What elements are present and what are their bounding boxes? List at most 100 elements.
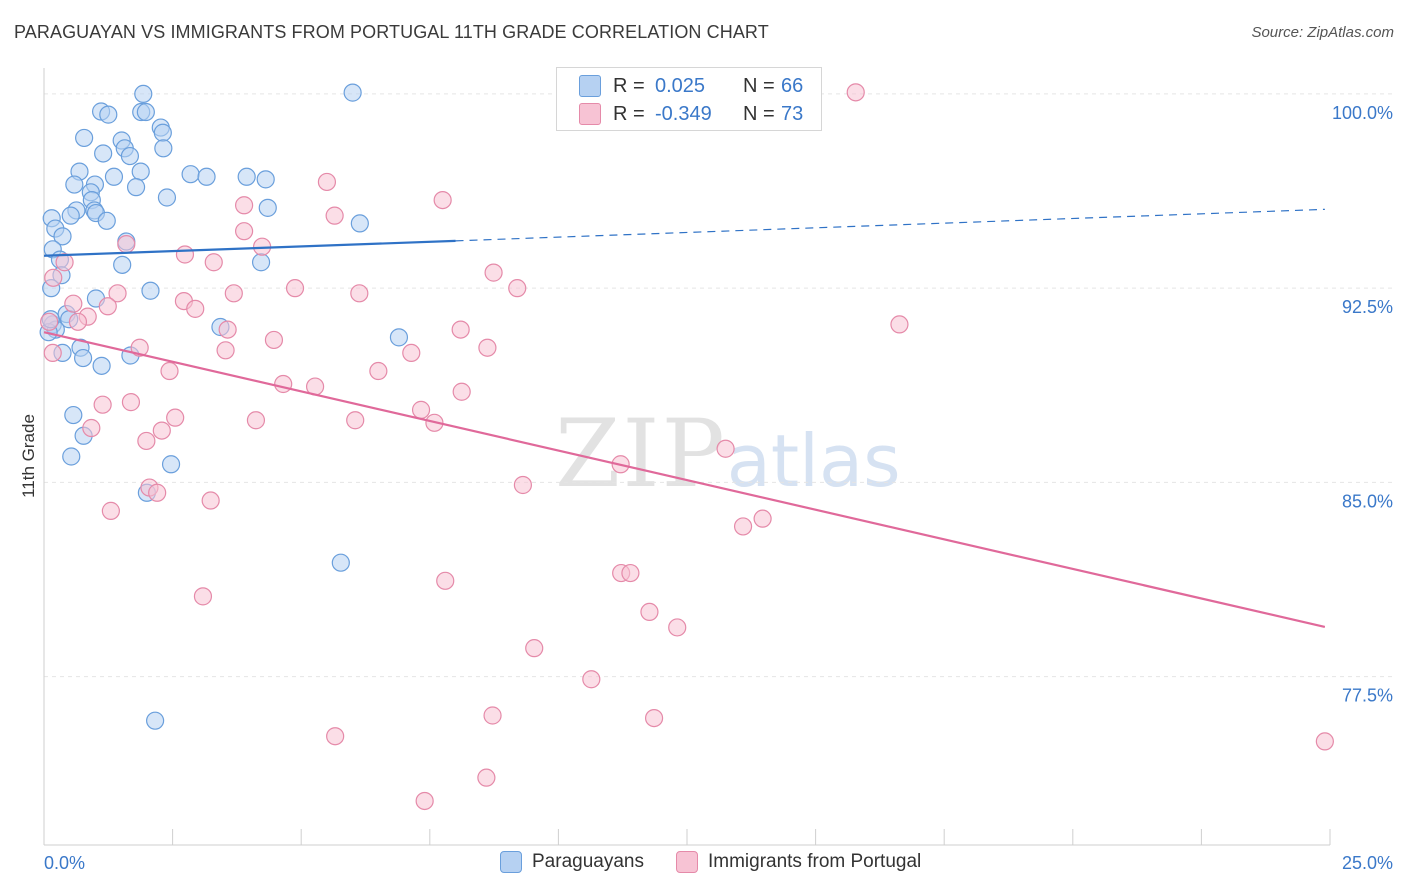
paraguayan-point <box>97 211 116 230</box>
portugal-point <box>98 297 117 316</box>
r-label: R = <box>613 102 645 125</box>
portugal-point <box>130 338 149 357</box>
legend-item-portugal: Immigrants from Portugal <box>675 851 921 873</box>
portugal-point <box>82 418 101 438</box>
paraguayan-point <box>331 553 350 572</box>
r-label: R = <box>613 74 645 97</box>
source-label: Source: ZipAtlas.com <box>1251 24 1394 41</box>
portugal-point <box>452 382 471 401</box>
paraguayan-point <box>146 711 165 730</box>
portugal-point <box>68 312 88 331</box>
stats-row-portugal: R = -0.349 N = 73 <box>579 102 803 126</box>
portugal-point <box>477 768 496 787</box>
paraguayan-point <box>61 206 80 225</box>
paraguayan-point <box>120 146 140 166</box>
paraguayan-point <box>73 348 93 368</box>
paraguayan-point <box>104 167 124 186</box>
portugal-point <box>193 587 213 606</box>
portugal-point <box>508 279 527 298</box>
portugal-point <box>733 517 753 536</box>
portugal-point <box>478 338 497 357</box>
portugal-point <box>411 400 431 419</box>
legend-label: Paraguayans <box>532 851 644 872</box>
y-tick-label: 77.5% <box>1342 686 1393 706</box>
watermark-zip: ZIP <box>555 400 727 509</box>
paraguayan-point <box>136 102 155 122</box>
paraguayan-point <box>181 165 200 184</box>
paraguayan-point <box>126 178 146 197</box>
paraguayan-point <box>65 175 84 194</box>
paraguayan-point <box>141 281 160 300</box>
portugal-point <box>369 361 388 381</box>
paraguayan-point <box>134 84 153 104</box>
paraguayan-point <box>256 170 275 189</box>
portugal-point <box>40 312 59 331</box>
watermark: ZIPatlas <box>555 400 901 509</box>
portugal-point <box>93 395 112 414</box>
stats-row-paraguayans: R = 0.025 N = 66 <box>579 74 803 98</box>
portugal-point <box>160 361 179 381</box>
portugal-point <box>1315 732 1334 751</box>
paraguayan-point <box>131 162 150 181</box>
legend-swatch-blue <box>500 851 522 873</box>
paraguayan-point <box>64 405 83 425</box>
n-value: 73 <box>781 102 804 125</box>
y-tick-label: 85.0% <box>1342 491 1393 511</box>
portugal-point <box>201 491 220 510</box>
paraguayan-point <box>75 128 94 148</box>
paraguayan-point <box>154 139 173 158</box>
y-tick-label: 92.5% <box>1342 297 1393 317</box>
portugal-point <box>44 268 63 287</box>
portugal-point <box>483 706 502 725</box>
portugal-point <box>55 253 74 272</box>
paraguayan-point <box>92 356 111 375</box>
paraguayan-point <box>53 227 72 246</box>
portugal-point <box>121 393 141 412</box>
portugal-point <box>753 509 772 528</box>
n-value: 66 <box>781 74 804 97</box>
portugal-point <box>890 315 909 334</box>
portugal-point <box>716 439 735 458</box>
portugal-point <box>137 431 156 451</box>
paraguayan-point <box>350 214 369 233</box>
portugal-point <box>166 408 185 427</box>
paraguayan-point <box>153 123 172 142</box>
paraguayan-point <box>251 253 271 272</box>
portugal-point <box>346 411 365 430</box>
portugal-point <box>264 330 284 350</box>
legend-swatch-pink <box>675 851 698 873</box>
portugal-point <box>644 708 664 728</box>
legend-swatch-pink <box>579 103 601 125</box>
portugal-point <box>117 235 136 254</box>
legend-item-paraguayans: Paraguayans <box>500 851 644 873</box>
portugal-point <box>108 284 127 303</box>
portugal-point <box>175 245 195 264</box>
watermark-atlas: atlas <box>726 419 901 503</box>
chart-title: PARAGUAYAN VS IMMIGRANTS FROM PORTUGAL 1… <box>14 22 769 42</box>
portugal-point <box>218 320 237 339</box>
portugal-point <box>433 190 452 210</box>
portugal-point <box>274 374 293 394</box>
r-value: -0.349 <box>655 102 712 125</box>
portugal-point <box>317 172 337 192</box>
portugal-point <box>484 263 503 282</box>
paraguayan-point <box>197 167 216 186</box>
portugal-point <box>525 639 544 658</box>
paraguayan-point <box>237 167 256 186</box>
portugal-point <box>668 618 687 637</box>
portugal-point <box>64 294 83 313</box>
portugal-point <box>582 670 601 689</box>
portugal-point <box>224 284 243 303</box>
legend-swatch-blue <box>579 75 601 97</box>
y-axis-label: 11th Grade <box>19 414 38 498</box>
paraguayan-point <box>389 328 409 347</box>
paraguayan-point <box>161 455 181 474</box>
paraguayan-point <box>99 105 118 124</box>
x-tick-label: 25.0% <box>1342 853 1393 873</box>
portugal-point <box>43 343 62 362</box>
n-label: N = <box>743 102 775 125</box>
paraguayan-trend-line <box>43 239 456 257</box>
portugal-point <box>451 320 470 339</box>
paraguayan-trend-extension <box>455 208 1325 242</box>
portugal-point <box>101 501 120 520</box>
